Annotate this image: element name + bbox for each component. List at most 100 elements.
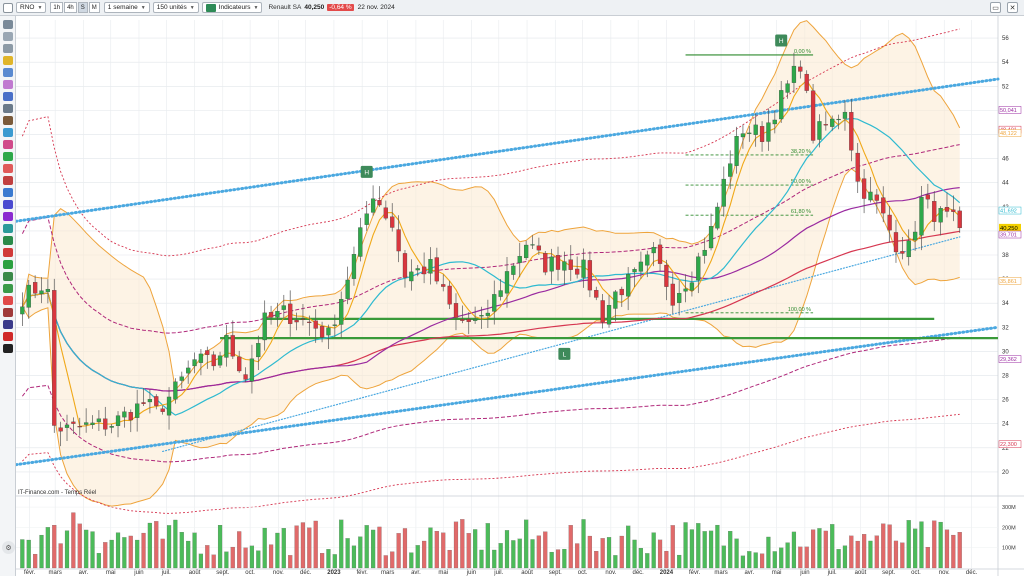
- last-value-label: 29,362: [1000, 357, 1017, 363]
- last-value-label: 39,701: [1000, 233, 1017, 239]
- cursor-icon[interactable]: [3, 32, 13, 41]
- candle-body: [498, 290, 503, 297]
- instrument-change: -0,64 %: [327, 4, 354, 11]
- gann-icon[interactable]: [3, 212, 13, 221]
- candle-body: [249, 358, 255, 382]
- rectangle-icon[interactable]: [3, 260, 13, 269]
- settings-icon[interactable]: ⚙: [2, 541, 15, 554]
- pitchfork-icon[interactable]: [3, 200, 13, 209]
- candle-body: [71, 421, 76, 424]
- volume-bar: [192, 532, 197, 569]
- text-icon[interactable]: [3, 296, 13, 305]
- candle-body: [453, 303, 459, 318]
- units-selector[interactable]: 150 unités ▼: [152, 2, 199, 13]
- crosshair-icon[interactable]: [3, 44, 13, 53]
- ellipse-icon[interactable]: [3, 236, 13, 245]
- polygon-icon[interactable]: [3, 284, 13, 293]
- period-selector[interactable]: 1 semaine ▼: [103, 2, 150, 13]
- x-tick-label: nov.: [605, 570, 616, 576]
- x-tick-label: juin: [466, 570, 476, 576]
- volume-bar: [575, 543, 580, 569]
- timeframe-week[interactable]: S: [77, 2, 88, 13]
- candle-body: [326, 327, 331, 336]
- volume-bar: [823, 530, 828, 569]
- menu-icon[interactable]: [3, 2, 13, 13]
- arrow-icon[interactable]: [3, 188, 13, 197]
- chevron-down-icon: ▼: [37, 4, 43, 11]
- candle-body: [772, 119, 777, 125]
- x-tick-label: juin: [133, 570, 143, 576]
- volume-bar: [874, 535, 879, 569]
- pen-icon[interactable]: [3, 116, 13, 125]
- candle-body: [179, 376, 184, 381]
- candle-body: [708, 226, 714, 249]
- instrument-price: 40,250: [304, 4, 325, 11]
- envelope-upper: [21, 144, 960, 334]
- candle-body: [632, 269, 637, 273]
- timeframe-month[interactable]: M: [88, 2, 100, 13]
- volume-bar: [345, 538, 350, 569]
- maximize-button[interactable]: ▭: [990, 2, 1001, 13]
- volume-bar: [855, 540, 860, 569]
- last-price-label: 40,250: [1000, 226, 1018, 232]
- volume-bar: [759, 553, 765, 569]
- fibonacci-level-label: 0,00 %: [794, 49, 811, 55]
- volume-bar: [473, 529, 478, 569]
- candle-body: [141, 402, 146, 404]
- eraser-icon[interactable]: [3, 104, 13, 113]
- undo-icon[interactable]: [3, 92, 13, 101]
- volume-bar: [294, 525, 299, 569]
- candle-body: [377, 200, 382, 206]
- volume-bar: [766, 536, 771, 569]
- indicators-button[interactable]: Indicateurs ▼: [201, 2, 263, 13]
- zoom-icon[interactable]: [3, 68, 13, 77]
- symbol-selector[interactable]: RNO ▼: [16, 2, 47, 13]
- channel-icon[interactable]: [3, 164, 13, 173]
- candle-body: [154, 396, 159, 406]
- pencil-icon[interactable]: [3, 20, 13, 29]
- down-arrow-icon[interactable]: [3, 332, 13, 341]
- candle-body: [230, 335, 235, 357]
- wave-icon[interactable]: [3, 224, 13, 233]
- timeframe-1h[interactable]: 1h: [50, 2, 64, 13]
- triangle-icon[interactable]: [3, 272, 13, 281]
- trendline-icon[interactable]: [3, 128, 13, 137]
- measure-icon[interactable]: [3, 80, 13, 89]
- candle-body: [606, 305, 612, 325]
- y-tick-label: 26: [1002, 398, 1009, 404]
- volume-bar: [543, 531, 548, 569]
- fibonacci-icon[interactable]: [3, 176, 13, 185]
- volume-bar: [122, 537, 127, 569]
- volume-bar: [619, 535, 624, 569]
- volume-bar: [390, 551, 395, 569]
- timeframe-4h[interactable]: 4h: [64, 2, 77, 13]
- volume-bar: [307, 527, 312, 569]
- candle-body: [319, 326, 325, 338]
- volume-bar: [58, 543, 63, 569]
- volume-bar: [147, 522, 152, 569]
- magnet-icon[interactable]: [3, 56, 13, 65]
- note-icon[interactable]: [3, 308, 13, 317]
- circle-icon[interactable]: [3, 248, 13, 257]
- candle-body: [96, 418, 102, 422]
- hline-icon[interactable]: [3, 152, 13, 161]
- candle-body: [307, 321, 312, 323]
- x-tick-label: avr.: [79, 570, 89, 576]
- y-tick-label: 46: [1002, 157, 1009, 163]
- chevron-down-icon: ▼: [253, 4, 259, 11]
- volume-bar: [906, 520, 911, 569]
- volume-bar: [868, 540, 873, 569]
- candle-body: [224, 335, 229, 358]
- x-tick-label: nov.: [273, 570, 284, 576]
- price-label-icon[interactable]: [3, 320, 13, 329]
- fibonacci-level-label: 38,20 %: [791, 149, 811, 155]
- volume-bar: [925, 546, 930, 569]
- last-value-label: 48,122: [1000, 131, 1017, 137]
- volume-bar: [300, 522, 306, 569]
- close-button[interactable]: ✕: [1007, 2, 1018, 13]
- price-chart[interactable]: 20222426283032343638404244464850525456fé…: [16, 16, 1024, 576]
- text-tool-icon[interactable]: [3, 344, 13, 353]
- volume-bar: [77, 523, 82, 569]
- volume-bar: [702, 531, 707, 569]
- ray-icon[interactable]: [3, 140, 13, 149]
